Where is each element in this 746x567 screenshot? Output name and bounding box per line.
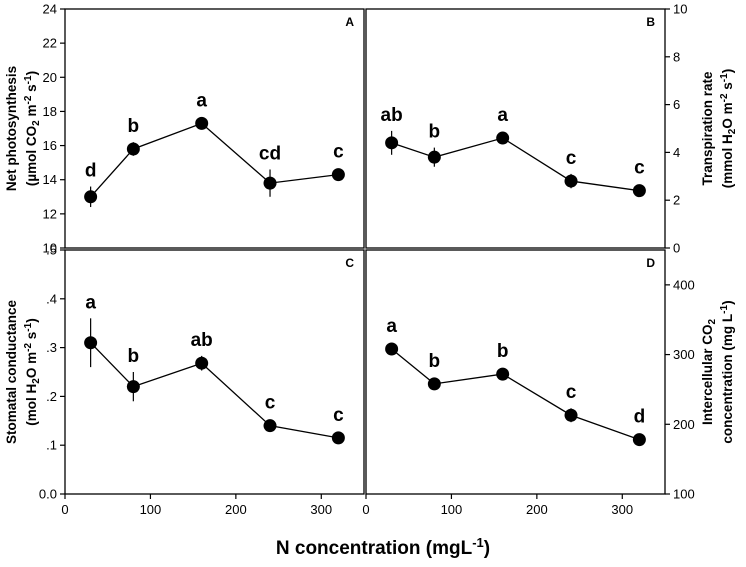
significance-letter: c: [265, 393, 276, 414]
x-tick-label: 300: [611, 502, 633, 517]
significance-letter: c: [566, 148, 577, 169]
y-tick-label: 8: [673, 49, 680, 64]
y-tick-label: 18: [43, 104, 57, 119]
data-point: [195, 116, 209, 130]
significance-letter: c: [566, 382, 577, 403]
panel-a: 10 12 14 16 18 20 22 24 Ad b a cd c Net photosynthesi…: [4, 2, 365, 256]
panel-label: A: [345, 15, 354, 29]
significance-letter: a: [196, 90, 207, 111]
panel-b: 0 2 4 6 8 10 Bab b a c c Transpiration rate (mmol H2…: [365, 2, 738, 256]
data-point: [496, 131, 510, 145]
data-point: [496, 367, 510, 381]
data-point: [385, 342, 399, 356]
x-tick-label: 200: [225, 502, 247, 517]
plot-frame: [64, 8, 365, 249]
data-point: [195, 356, 209, 370]
y-axis-label-units: (µmol CO2 m-2 s-1): [23, 71, 42, 186]
y-axis-label-units: (mol H2O m-2 s-1): [23, 318, 42, 425]
significance-letter: ab: [381, 105, 403, 126]
y-tick-label: 12: [43, 206, 57, 221]
y-axis-label: Transpiration rate: [700, 71, 715, 186]
data-point: [263, 176, 277, 190]
data-point: [84, 190, 98, 204]
significance-letter: b: [128, 116, 140, 137]
data-point: [385, 136, 399, 150]
significance-letter: d: [634, 407, 646, 428]
y-tick-label: 24: [43, 2, 57, 17]
y-axis-label: Stomatal conductance: [4, 299, 19, 444]
y-tick-label: 0: [673, 241, 680, 256]
y-tick-label: 10: [43, 241, 57, 256]
y-axis-label-units: concentration (mg L-1): [719, 300, 735, 443]
significance-letter: b: [429, 122, 441, 143]
y-tick-label: 4: [673, 145, 680, 160]
y-tick-label: .2: [46, 389, 57, 404]
data-point: [632, 184, 646, 198]
series-line: [391, 137, 640, 192]
y-tick-label: 100: [673, 487, 695, 502]
y-tick-label: .1: [46, 438, 57, 453]
data-point: [126, 142, 140, 156]
data-point: [84, 336, 98, 350]
significance-letter: b: [497, 341, 509, 362]
y-tick-label: 200: [673, 417, 695, 432]
data-point: [632, 433, 646, 447]
y-tick-label: 10: [673, 2, 687, 17]
data-point: [331, 431, 345, 445]
x-axis-label: N concentration (mgL-1): [276, 535, 490, 559]
panel-label: C: [345, 256, 354, 270]
data-point: [263, 419, 277, 433]
y-tick-label: .4: [46, 291, 57, 306]
data-point: [331, 168, 345, 182]
data-point: [427, 377, 441, 391]
panel-label: B: [646, 15, 655, 29]
y-axis-label: Intercellular CO2: [700, 319, 718, 426]
y-tick-label: 300: [673, 347, 695, 362]
y-tick-label: 16: [43, 138, 57, 153]
data-point: [564, 174, 578, 188]
y-tick-label: 6: [673, 97, 680, 112]
y-tick-label: 400: [673, 277, 695, 292]
x-tick-label: 100: [441, 502, 463, 517]
x-tick-label: 200: [526, 502, 548, 517]
x-tick-label: 100: [140, 502, 162, 517]
panel-label: D: [646, 256, 655, 270]
significance-letter: c: [333, 142, 344, 163]
data-point: [564, 408, 578, 422]
significance-letter: ab: [191, 330, 213, 351]
plot-frame: [64, 249, 365, 495]
y-tick-label: 0.0: [39, 487, 57, 502]
significance-letter: b: [128, 346, 140, 367]
panel-d: 100 200 300 400 0 100 200 300 Da b b c d Intercellula…: [362, 249, 735, 517]
significance-letter: d: [85, 161, 97, 182]
significance-letter: a: [386, 316, 397, 337]
significance-letter: a: [497, 105, 508, 126]
data-point: [427, 150, 441, 164]
y-tick-label: 20: [43, 70, 57, 85]
x-tick-label: 300: [310, 502, 332, 517]
significance-letter: cd: [259, 143, 281, 164]
significance-letter: a: [85, 292, 96, 313]
y-axis-label: Net photosynthesis: [4, 66, 19, 191]
x-tick-label: 0: [61, 502, 68, 517]
y-tick-label: .3: [46, 340, 57, 355]
plot-frame: [365, 8, 666, 249]
y-tick-label: .5: [46, 243, 57, 258]
significance-letter: c: [634, 158, 645, 179]
y-axis-label-units: (mmol H2O m-2 s-1): [719, 69, 738, 188]
x-tick-label: 0: [362, 502, 369, 517]
significance-letter: b: [429, 351, 441, 372]
y-tick-label: 22: [43, 36, 57, 51]
y-tick-label: 2: [673, 193, 680, 208]
significance-letter: c: [333, 405, 344, 426]
data-point: [126, 380, 140, 394]
y-tick-label: 14: [43, 172, 57, 187]
plot-frame: [365, 249, 666, 495]
